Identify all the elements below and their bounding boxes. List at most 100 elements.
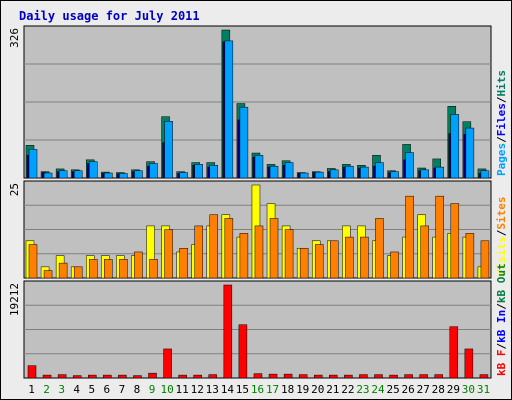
bar-sites (224, 218, 234, 279)
bar-sites (314, 244, 324, 279)
bar-sites (450, 203, 460, 279)
bar-files (465, 127, 475, 179)
bar-files (284, 162, 294, 179)
bar-kbf (57, 374, 67, 379)
x-tick-label: 12 (191, 383, 204, 396)
x-tick-label: 14 (221, 383, 235, 396)
legend-entry: Visits (495, 236, 508, 276)
x-tick-label: 10 (160, 383, 173, 396)
bar-files (345, 165, 354, 179)
x-tick-label: 22 (341, 383, 354, 396)
bar-files (254, 155, 264, 179)
bar-files (375, 162, 384, 179)
x-tick-label: 28 (432, 383, 445, 396)
bar-sites (149, 259, 158, 279)
legend-entry: / (495, 303, 508, 310)
bar-files (269, 165, 279, 179)
bar-kbf (88, 374, 97, 379)
legend-entry: / (495, 136, 508, 143)
x-tick-label: 13 (206, 383, 219, 396)
panel-top-max-label: 326 (8, 28, 21, 48)
bar-kbf (223, 284, 233, 379)
bar-files (435, 166, 444, 179)
bar-sites (43, 270, 53, 279)
bar-kbf (359, 374, 368, 379)
bar-files (239, 106, 249, 179)
bar-kbf (238, 324, 248, 379)
bar-kbf (163, 348, 172, 379)
bar-kbf (479, 374, 489, 379)
bar-sites (254, 225, 264, 279)
bar-sites (375, 218, 384, 279)
bar-files (450, 114, 460, 179)
bar-sites (89, 259, 98, 279)
x-tick-label: 9 (149, 383, 156, 396)
panel-bottom-legend: kB F/kB In/kB Out (495, 263, 508, 376)
bar-kbf (148, 372, 157, 379)
bar-sites (269, 218, 279, 279)
bar-kbf (118, 374, 127, 379)
bar-files (119, 173, 128, 179)
x-tick-label: 21 (326, 383, 339, 396)
bar-sites (435, 195, 444, 279)
x-tick-label: 24 (371, 383, 385, 396)
legend-entry: / (495, 229, 508, 236)
legend-entry: / (495, 96, 508, 103)
bar-files (224, 40, 234, 179)
x-tick-label: 2 (43, 383, 50, 396)
bar-sites (360, 236, 369, 279)
x-tick-label: 3 (58, 383, 65, 396)
bar-files (43, 172, 53, 179)
bar-kbf (389, 374, 398, 379)
bar-sites (330, 240, 339, 279)
bar-kbf (193, 374, 202, 379)
bar-files (314, 171, 324, 179)
bar-files (360, 166, 369, 179)
legend-entry: kB In (495, 310, 508, 343)
x-tick-label: 26 (402, 383, 415, 396)
bar-sites (465, 233, 475, 279)
legend-entry: Files (495, 103, 508, 136)
x-tick-label: 5 (88, 383, 95, 396)
legend-entry: Pages (495, 143, 508, 176)
bar-files (299, 172, 309, 179)
bar-kbf (133, 375, 142, 379)
x-tick-label: 27 (417, 383, 430, 396)
bar-sites (179, 247, 188, 279)
bar-files (134, 170, 143, 179)
bar-kbf (419, 374, 428, 379)
x-tick-label: 19 (296, 383, 309, 396)
bar-kbf (103, 374, 112, 379)
panel-middle-max-label: 25 (8, 183, 21, 196)
bar-kbf (329, 374, 338, 379)
x-tick-label: 29 (447, 383, 460, 396)
bar-sites (73, 266, 83, 279)
panel-middle-legend: Visits/Sites (495, 197, 508, 277)
bar-kbf (253, 373, 263, 379)
bar-kbf (298, 374, 308, 379)
x-tick-label: 1 (28, 383, 35, 396)
x-tick-label: 20 (311, 383, 324, 396)
x-tick-label: 18 (281, 383, 294, 396)
legend-entry: Sites (495, 197, 508, 230)
bar-sites (28, 244, 38, 279)
bar-files (405, 152, 414, 179)
bar-files (194, 164, 203, 179)
bar-kbf (268, 373, 278, 379)
x-tick-label: 4 (73, 383, 80, 396)
x-tick-label: 8 (134, 383, 141, 396)
bar-sites (480, 240, 490, 279)
bar-kbf (208, 374, 218, 379)
legend-entry: / (495, 343, 508, 350)
bar-sites (345, 236, 354, 279)
bar-kbf (374, 374, 383, 379)
bar-sites (239, 233, 249, 279)
bar-files (58, 170, 68, 179)
bar-files (89, 161, 98, 179)
x-tick-label: 11 (176, 383, 189, 396)
x-tick-label: 17 (266, 383, 279, 396)
legend-entry: Hits (495, 70, 508, 97)
bar-files (209, 165, 219, 179)
